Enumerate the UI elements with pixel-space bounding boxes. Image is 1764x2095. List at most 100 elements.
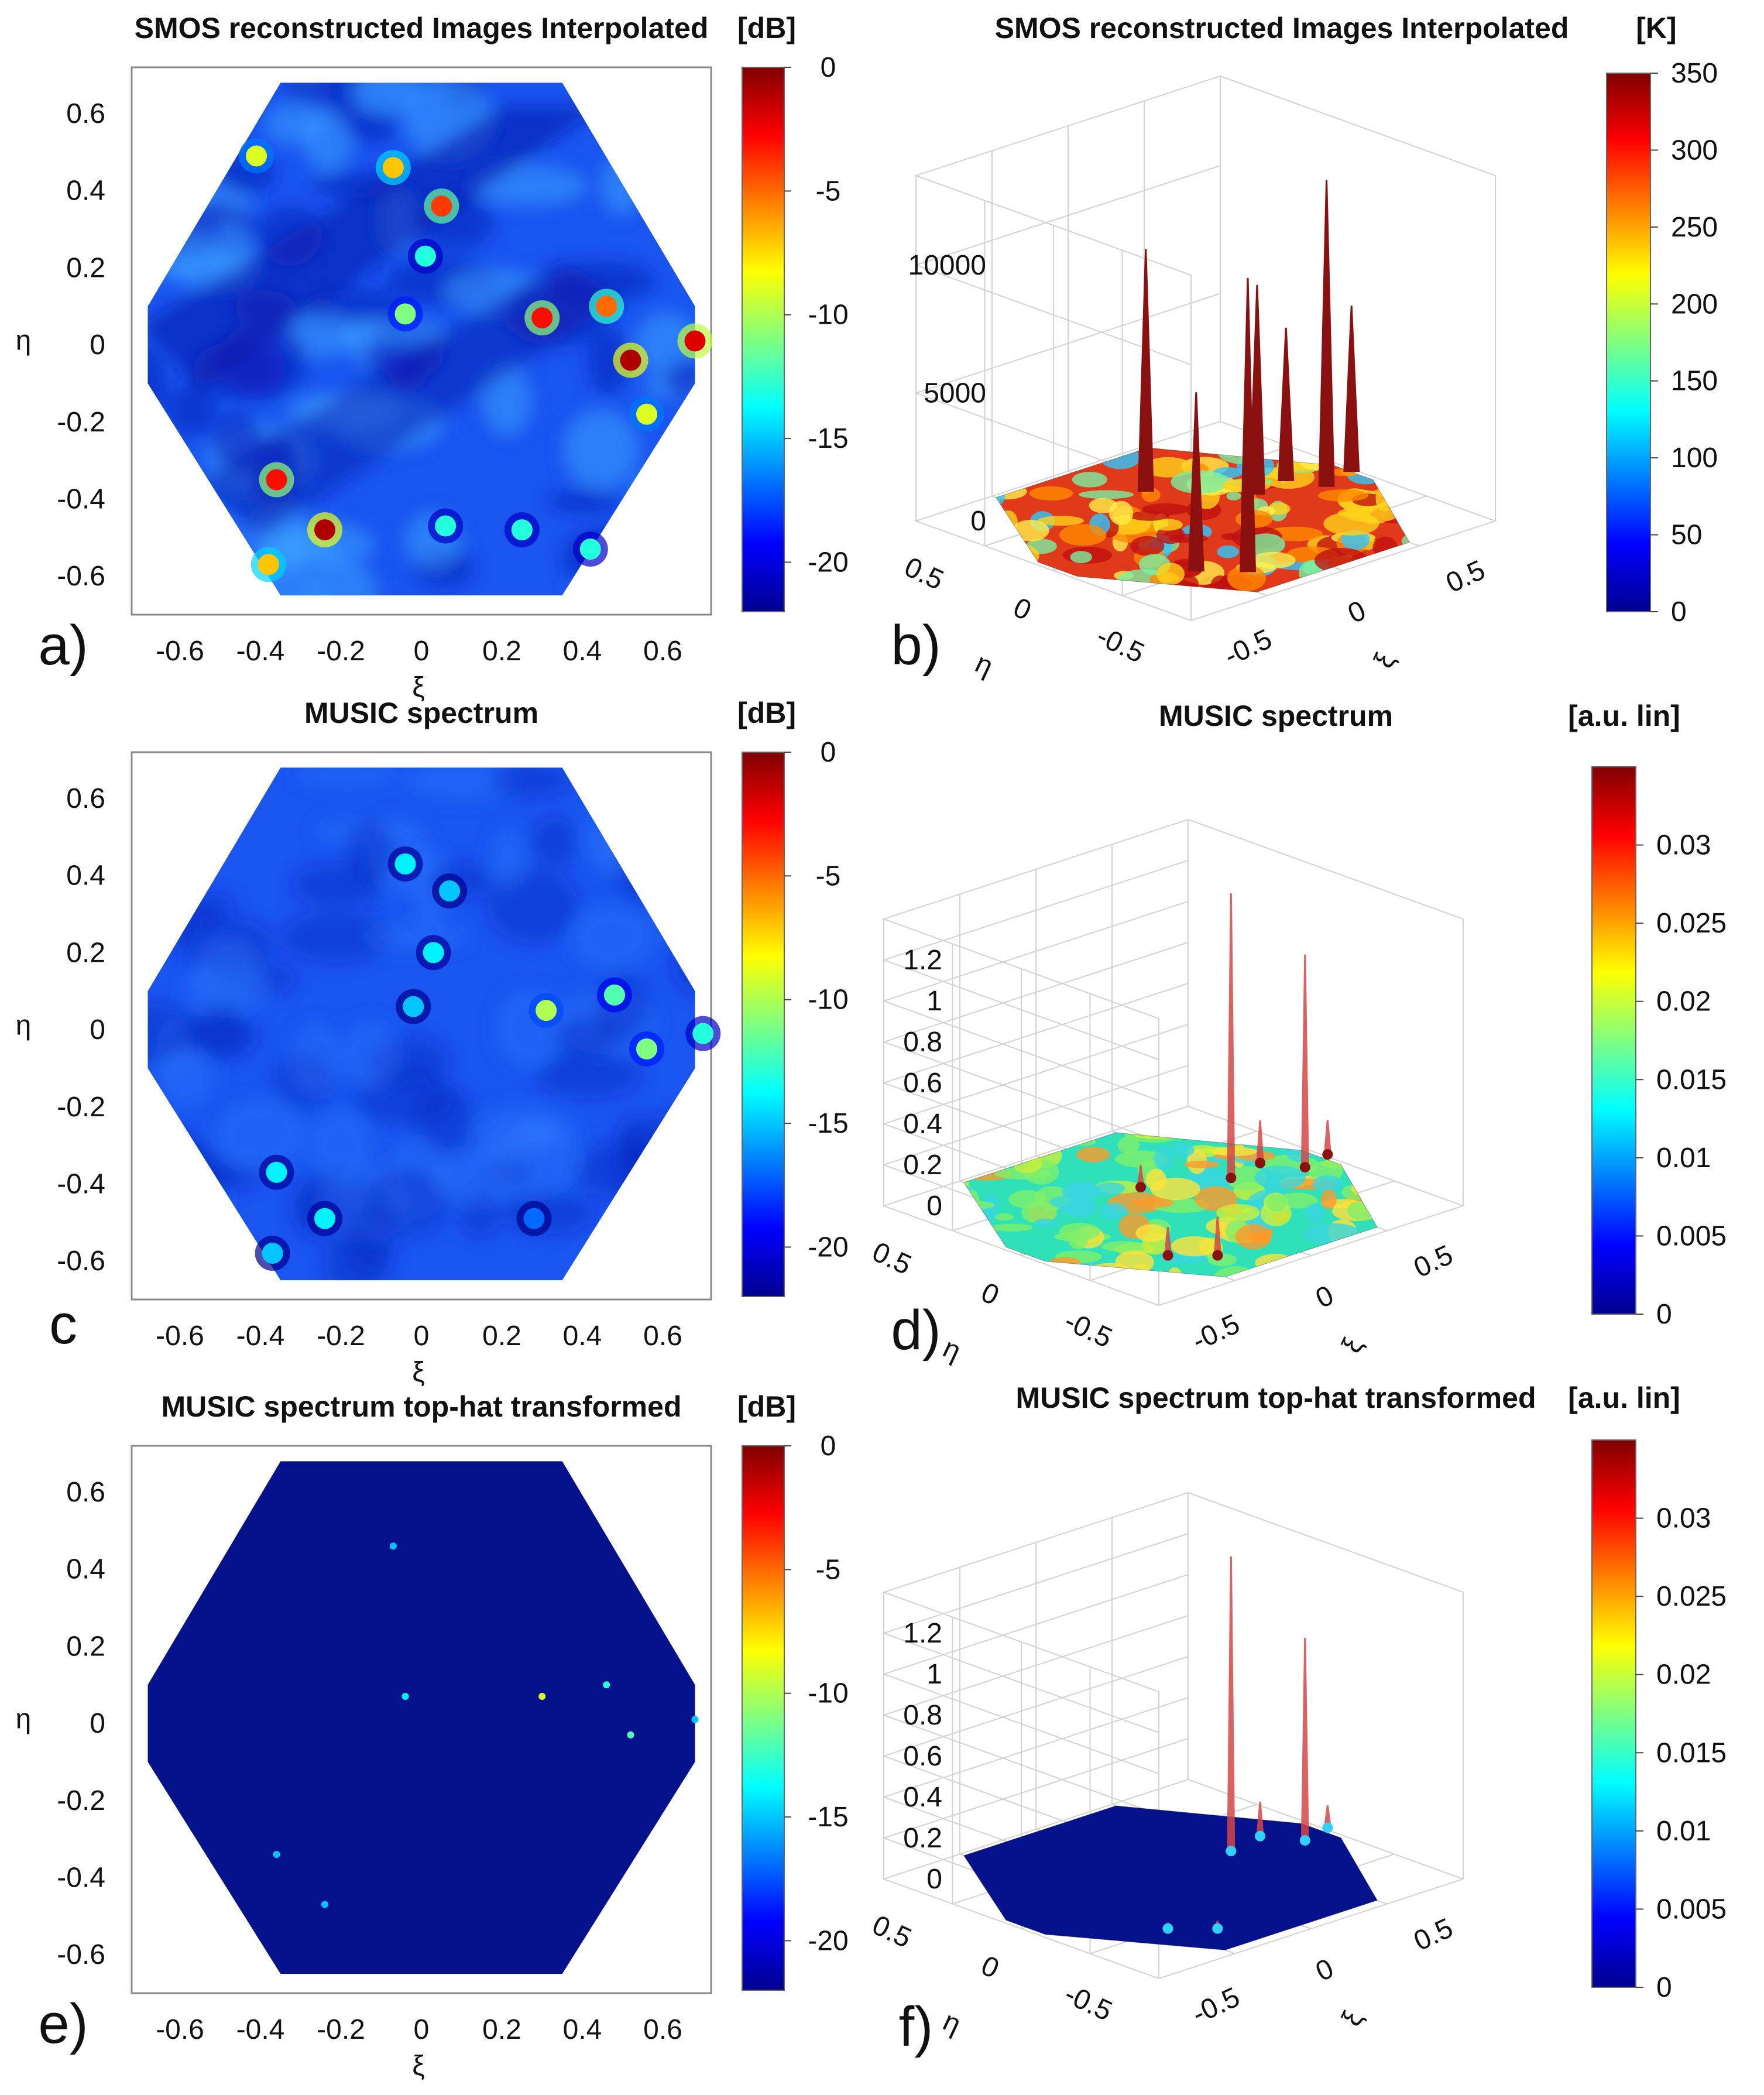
y-tick-label: -0.4 bbox=[57, 1862, 105, 1893]
xi-tick-label: 0.5 bbox=[1409, 1912, 1458, 1957]
x-tick-label: -0.6 bbox=[156, 2014, 204, 2045]
peak-point bbox=[414, 245, 436, 267]
eta-tick-label: 0 bbox=[976, 1950, 1004, 1984]
y-tick-label: 0.2 bbox=[66, 252, 105, 283]
surface-spike bbox=[1188, 392, 1204, 572]
panel-d-surface: MUSIC spectrum [a.u. lin] 0 0.2 0.4 0.6 0.8 1 1.… bbox=[867, 700, 1727, 1367]
y-tick-label: 0.2 bbox=[66, 1631, 105, 1662]
eta-axis-label: η bbox=[938, 2005, 966, 2040]
colorbar bbox=[1606, 73, 1651, 612]
surface-spike bbox=[1343, 306, 1360, 472]
eta-tick-label: 0.5 bbox=[900, 551, 948, 596]
panel-title: MUSIC spectrum bbox=[304, 697, 538, 729]
colorbar-tick-label: -15 bbox=[808, 423, 848, 454]
peak-point bbox=[579, 539, 601, 560]
x-axis-label: ξ bbox=[412, 2051, 425, 2082]
xi-tick-label: 0.5 bbox=[1442, 554, 1490, 599]
xi-axis-label: ξ bbox=[1368, 649, 1401, 673]
surface-spike bbox=[1137, 249, 1154, 492]
y-tick-label: -0.6 bbox=[57, 1939, 105, 1970]
spike-base bbox=[1162, 1250, 1173, 1261]
colorbar-tick-label: 0.015 bbox=[1656, 1064, 1727, 1095]
z-tick-label: 1.2 bbox=[903, 945, 942, 976]
spike-base bbox=[1212, 1250, 1223, 1261]
x-tick-label: -0.2 bbox=[317, 1321, 365, 1352]
colorbar bbox=[742, 67, 785, 612]
background-texture bbox=[147, 767, 695, 1281]
panel-title: SMOS reconstructed Images Interpolated bbox=[995, 12, 1569, 44]
colorbar-tick-label: -20 bbox=[808, 1925, 848, 1956]
eta-axis-label: η bbox=[970, 647, 998, 682]
peak-point bbox=[439, 880, 461, 902]
panel-f-surface: MUSIC spectrum top-hat transformed [a.u. … bbox=[867, 1381, 1727, 2058]
y-tick-label: 0.2 bbox=[66, 937, 105, 968]
colorbar-tick-label: 0.01 bbox=[1656, 1816, 1711, 1847]
colorbar-tick-label: -20 bbox=[808, 547, 848, 578]
z-tick-label: 0.4 bbox=[903, 1109, 942, 1140]
x-tick-label: 0 bbox=[414, 636, 430, 667]
colorbar-tick-label: 0 bbox=[821, 52, 836, 83]
peak-point bbox=[636, 1038, 657, 1060]
peak-point bbox=[314, 519, 335, 541]
z-tick-label: 1 bbox=[926, 986, 942, 1017]
eta-tick-label: -0.5 bbox=[1060, 1305, 1117, 1354]
colorbar-tick-label: 100 bbox=[1671, 443, 1718, 474]
peak-point bbox=[536, 1000, 557, 1021]
colorbar-tick-label: 250 bbox=[1671, 212, 1718, 243]
panel-label: a) bbox=[38, 614, 88, 677]
peak-point bbox=[314, 1208, 335, 1229]
z-tick-label: 0 bbox=[926, 1191, 942, 1222]
spike-base bbox=[1212, 1923, 1223, 1934]
colorbar-tick-label: -15 bbox=[808, 1802, 848, 1833]
panel-label: d) bbox=[891, 1299, 941, 1362]
peak-point bbox=[431, 196, 452, 217]
colorbar-tick-label: 0.005 bbox=[1656, 1894, 1727, 1925]
panel-title: MUSIC spectrum top-hat transformed bbox=[162, 1390, 682, 1423]
colorbar-tick-label: 0.02 bbox=[1656, 1659, 1711, 1691]
spike-base bbox=[1162, 1923, 1173, 1934]
panel-title: MUSIC spectrum top-hat transformed bbox=[1016, 1381, 1536, 1414]
panel-label: c bbox=[49, 1293, 77, 1356]
colorbar-tick-label: -10 bbox=[808, 300, 848, 331]
panel-e-heatmap: MUSIC spectrum top-hat transformed [dB] -0… bbox=[16, 1390, 849, 2082]
z-tick-label: 0 bbox=[926, 1864, 942, 1895]
colorbar-tick-label: 0.005 bbox=[1656, 1220, 1727, 1251]
y-tick-label: 0.4 bbox=[66, 1554, 105, 1585]
peak-point bbox=[273, 1850, 280, 1858]
x-tick-label: -0.6 bbox=[156, 1321, 204, 1352]
xi-tick-label: 0 bbox=[1343, 595, 1371, 629]
spike-base bbox=[1255, 1157, 1266, 1168]
eta-tick-label: 0 bbox=[1008, 592, 1036, 626]
colorbar-tick-label: 0.025 bbox=[1656, 908, 1727, 939]
x-tick-label: -0.4 bbox=[236, 2014, 285, 2045]
panel-label: f) bbox=[899, 1995, 934, 2058]
y-tick-label: 0.6 bbox=[66, 98, 105, 129]
peak-point bbox=[620, 349, 641, 371]
z-tick-label: 0.8 bbox=[903, 1027, 942, 1058]
xi-tick-label: 0 bbox=[1311, 1953, 1339, 1987]
x-tick-label: 0.2 bbox=[482, 636, 521, 667]
peak-point bbox=[691, 1716, 699, 1723]
z-tick-label: 0.8 bbox=[903, 1700, 942, 1731]
y-tick-label: 0.6 bbox=[66, 1477, 105, 1508]
y-tick-label: -0.6 bbox=[57, 1246, 105, 1277]
x-tick-label: 0.6 bbox=[643, 636, 682, 667]
x-tick-label: 0.2 bbox=[482, 1321, 521, 1352]
xi-tick-label: -0.5 bbox=[1188, 1308, 1244, 1357]
peak-point bbox=[401, 1692, 409, 1700]
x-tick-label: -0.4 bbox=[236, 1321, 285, 1352]
colorbar-tick-label: 0.03 bbox=[1656, 830, 1711, 861]
colorbar-tick-label: -10 bbox=[808, 1678, 848, 1709]
x-tick-label: 0.6 bbox=[643, 2014, 682, 2045]
x-tick-label: 0.4 bbox=[563, 1321, 602, 1352]
surface-spike bbox=[1300, 954, 1309, 1170]
colorbar-tick-label: 0.015 bbox=[1656, 1737, 1727, 1768]
colorbar bbox=[742, 1445, 785, 1991]
y-tick-label: -0.4 bbox=[57, 1168, 105, 1199]
surface-spike bbox=[1213, 1216, 1222, 1258]
y-tick-label: -0.2 bbox=[57, 1785, 105, 1816]
colorbar-tick-label: 0.01 bbox=[1656, 1143, 1711, 1174]
panel-title: MUSIC spectrum bbox=[1159, 700, 1393, 732]
surface-spike bbox=[1227, 893, 1236, 1181]
